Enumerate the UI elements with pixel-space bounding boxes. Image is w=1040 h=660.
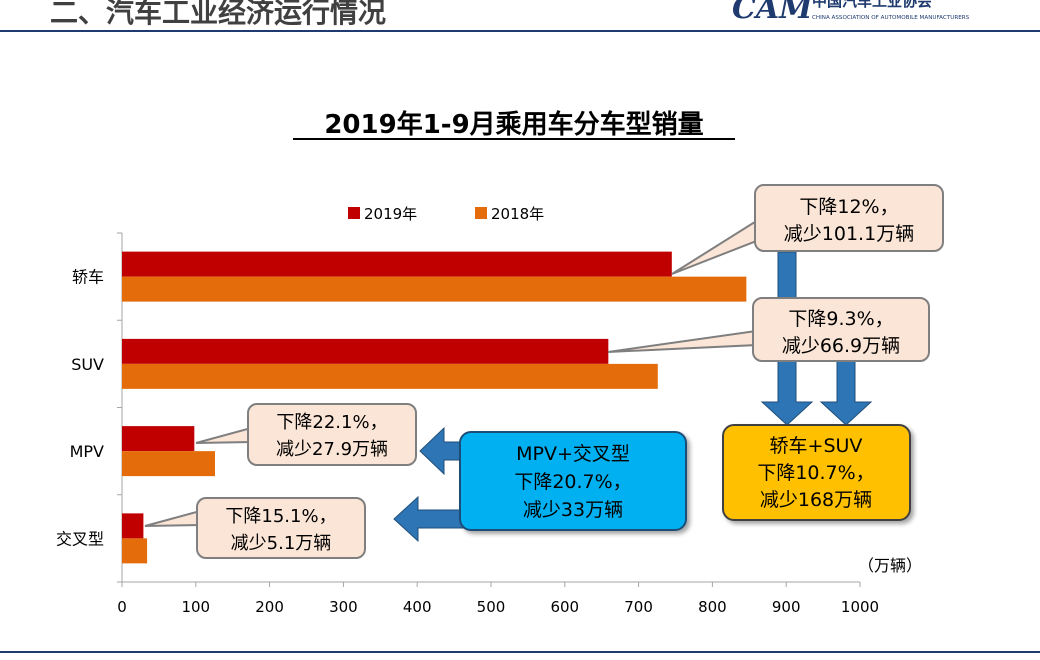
bar-2019-1 bbox=[122, 338, 609, 364]
arrow-left-crossover bbox=[393, 495, 464, 543]
callout-mpv-line2: 减少27.9万辆 bbox=[276, 439, 388, 460]
org-name-en: CHINA ASSOCIATION OF AUTOMOBILE MANUFACT… bbox=[812, 15, 970, 21]
callout-box-mpv bbox=[247, 403, 417, 466]
category-label-1: SUV bbox=[71, 355, 104, 374]
x-tick-label-9: 900 bbox=[772, 598, 801, 616]
x-tick-label-1: 100 bbox=[181, 598, 210, 616]
x-tick-label-5: 500 bbox=[477, 598, 506, 616]
callout-crossover: 下降15.1%， 减少5.1万辆 bbox=[196, 497, 366, 559]
callout-mpv-cross-line2: 下降20.7%， bbox=[514, 471, 631, 493]
bars bbox=[122, 251, 747, 564]
callout-sedan: 下降12%， 减少101.1万辆 bbox=[754, 184, 944, 252]
callout-mpv-cross-line1: MPV+交叉型 bbox=[516, 443, 630, 465]
unit-label: （万辆） bbox=[858, 556, 922, 575]
x-tick-label-4: 400 bbox=[403, 598, 432, 616]
bar-2018-0 bbox=[122, 276, 747, 302]
legend-swatch-2018 bbox=[475, 207, 487, 219]
org-logo: CAM bbox=[732, 0, 813, 26]
chart-title: 2019年1-9月乘用车分车型销量 bbox=[324, 109, 703, 140]
x-tick-label-0: 0 bbox=[117, 598, 127, 616]
legend-label-2018: 2018年 bbox=[491, 205, 544, 223]
callout-sedan-suv-line1: 轿车+SUV bbox=[770, 435, 863, 457]
callout-sedan-line2: 减少101.1万辆 bbox=[784, 223, 914, 245]
legend-label-2019: 2019年 bbox=[364, 205, 417, 223]
callout-pointer-suv bbox=[607, 329, 759, 353]
callout-crossover-line1: 下降15.1%， bbox=[225, 506, 336, 527]
callout-sedan-suv-line2: 下降10.7%， bbox=[757, 462, 874, 484]
callout-box-sedan bbox=[754, 184, 944, 252]
callout-pointer-crossover bbox=[144, 509, 201, 527]
category-label-2: MPV bbox=[70, 442, 104, 461]
x-tick-label-10: 1000 bbox=[841, 598, 879, 616]
bar-2018-1 bbox=[122, 363, 658, 389]
callout-suv-line2: 减少66.9万辆 bbox=[782, 335, 900, 357]
callout-suv-line1: 下降9.3%， bbox=[788, 308, 893, 330]
category-label-3: 交叉型 bbox=[56, 529, 104, 548]
callout-suv: 下降9.3%， 减少66.9万辆 bbox=[752, 297, 930, 362]
callout-box-sedan-suv bbox=[722, 424, 911, 521]
category-label-0: 轿车 bbox=[72, 268, 104, 287]
bar-2018-2 bbox=[122, 451, 215, 477]
callout-mpv-crossover-total: MPV+交叉型 下降20.7%， 减少33万辆 bbox=[459, 431, 687, 531]
callout-pointer-mpv bbox=[195, 426, 252, 444]
x-tick-label-7: 700 bbox=[624, 598, 653, 616]
callout-sedan-suv-total: 轿车+SUV 下降10.7%， 减少168万辆 bbox=[722, 424, 911, 521]
callout-sedan-line1: 下降12%， bbox=[799, 196, 898, 218]
org-name-cn: 中国汽车工业协会 bbox=[812, 0, 932, 10]
section-title: 二、汽车工业经济运行情况 bbox=[50, 0, 386, 29]
category-labels: 轿车 SUV MPV 交叉型 bbox=[56, 268, 104, 549]
callout-mpv: 下降22.1%， 减少27.9万辆 bbox=[247, 403, 417, 466]
callout-mpv-line1: 下降22.1%， bbox=[276, 412, 387, 433]
bar-2019-2 bbox=[122, 426, 195, 452]
callout-box-crossover bbox=[196, 497, 366, 559]
legend: 2019年 2018年 bbox=[348, 205, 544, 223]
callout-box-suv bbox=[752, 297, 930, 362]
bar-2019-0 bbox=[122, 251, 672, 277]
x-tick-label-3: 300 bbox=[329, 598, 358, 616]
bar-2018-3 bbox=[122, 538, 148, 564]
x-tick-labels: 0 100 200 300 400 500 600 700 800 900 1000 bbox=[117, 598, 879, 616]
arrow-left-mpv bbox=[419, 426, 464, 476]
slide-header: 二、汽车工业经济运行情况 CAM 中国汽车工业协会 CHINA ASSOCIAT… bbox=[0, 0, 1040, 32]
callout-pointer-sedan bbox=[671, 218, 766, 275]
callout-sedan-suv-line3: 减少168万辆 bbox=[760, 489, 872, 511]
x-tick-label-6: 600 bbox=[550, 598, 579, 616]
callout-mpv-cross-line3: 减少33万辆 bbox=[523, 499, 623, 521]
legend-swatch-2019 bbox=[348, 207, 360, 219]
callout-crossover-line2: 减少5.1万辆 bbox=[231, 533, 332, 554]
callout-pointers bbox=[144, 218, 766, 527]
callout-box-mpv-crossover bbox=[459, 431, 687, 531]
bar-2019-3 bbox=[122, 513, 144, 539]
x-tick-label-8: 800 bbox=[698, 598, 727, 616]
arrow-down-suv bbox=[819, 360, 873, 426]
x-tick-label-2: 200 bbox=[255, 598, 284, 616]
